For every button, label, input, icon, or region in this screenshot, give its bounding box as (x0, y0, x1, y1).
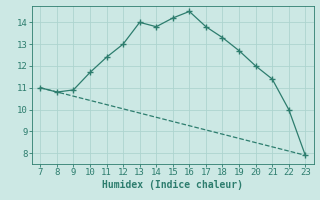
X-axis label: Humidex (Indice chaleur): Humidex (Indice chaleur) (102, 180, 243, 190)
